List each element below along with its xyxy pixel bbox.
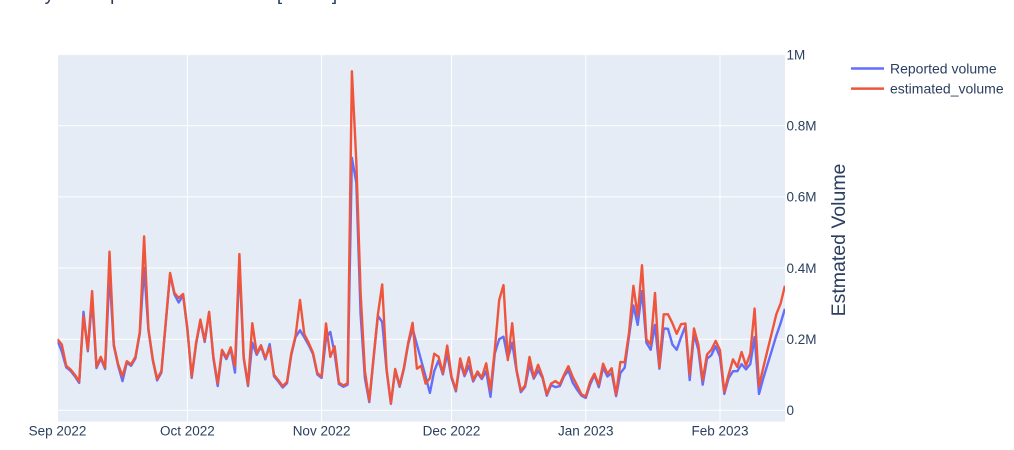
svg-text:0.8M: 0.8M: [787, 119, 817, 134]
svg-text:Feb 2023: Feb 2023: [691, 424, 748, 439]
svg-text:Reported volume: Reported volume: [890, 60, 997, 76]
svg-text:0: 0: [787, 403, 795, 418]
svg-text:Jan 2023: Jan 2023: [558, 424, 614, 439]
svg-text:Sep 2022: Sep 2022: [29, 424, 87, 439]
svg-text:1M: 1M: [787, 47, 806, 62]
svg-text:0.6M: 0.6M: [787, 190, 817, 205]
svg-text:Dec 2022: Dec 2022: [423, 424, 481, 439]
svg-text:Nov 2022: Nov 2022: [293, 424, 351, 439]
svg-text:Oct 2022: Oct 2022: [160, 424, 215, 439]
svg-text:0.2M: 0.2M: [787, 332, 817, 347]
svg-text:estimated_volume: estimated_volume: [890, 80, 1004, 96]
svg-text:0.4M: 0.4M: [787, 261, 817, 276]
svg-text:Estmated Volume: Estmated Volume: [828, 164, 850, 317]
